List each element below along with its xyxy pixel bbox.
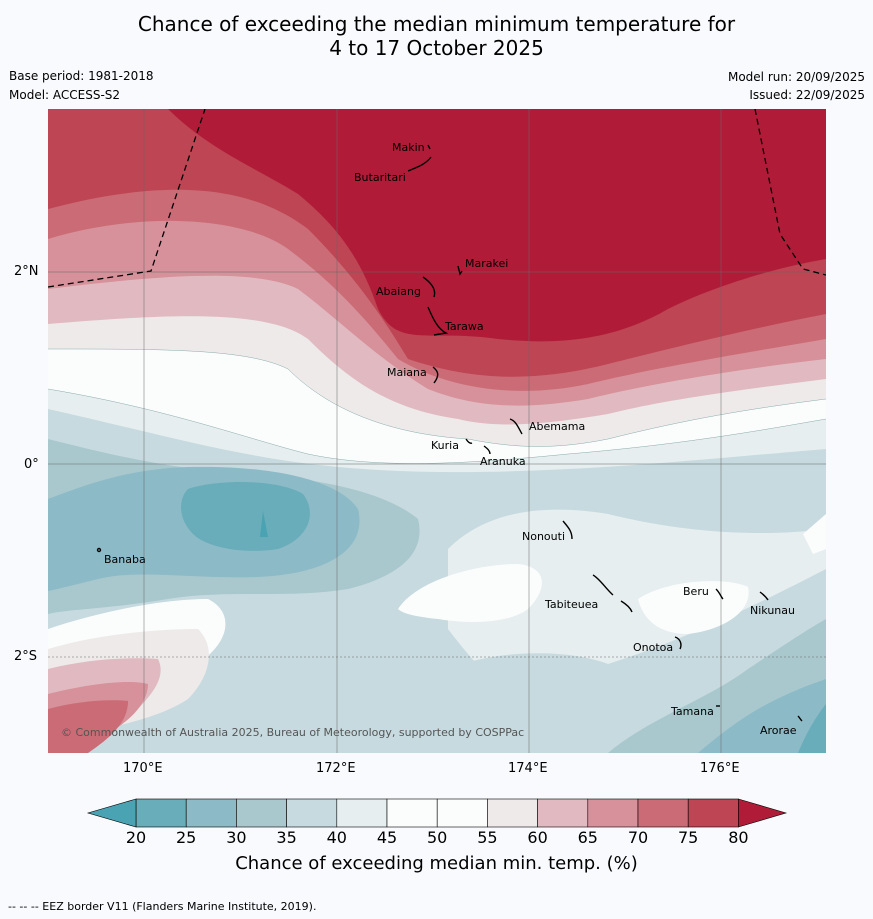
island-label-makin: Makin <box>392 141 425 154</box>
island-label-marakei: Marakei <box>465 257 508 270</box>
graticule <box>48 109 826 753</box>
colorbar-tick-label: 65 <box>577 828 598 847</box>
band-25-30-se <box>698 679 826 753</box>
island-label-beru: Beru <box>683 585 709 598</box>
colorbar-swatch <box>436 798 488 828</box>
band-70-75-sw <box>48 700 128 753</box>
colorbar-swatch <box>135 798 187 828</box>
island-label-banaba: Banaba <box>104 553 146 566</box>
island-label-abemama: Abemama <box>529 420 585 433</box>
lon-label-172: 172°E <box>316 761 356 776</box>
island-label-aranuka: Aranuka <box>480 455 526 468</box>
band-45-55-patch <box>398 564 542 622</box>
colorbar-tick-label: 55 <box>477 828 498 847</box>
colorbar-tick-label: 75 <box>678 828 699 847</box>
band-20-25-se <box>798 704 826 753</box>
colorbar-tick-label: 40 <box>326 828 347 847</box>
colorbar-tick-label: 80 <box>728 828 749 847</box>
copyright-notice: © Commonwealth of Australia 2025, Bureau… <box>61 726 524 739</box>
colorbar-swatch <box>587 798 639 828</box>
probability-map: Makin Butaritari Marakei Abaiang Tarawa … <box>48 109 826 753</box>
colorbar-title: Chance of exceeding median min. temp. (%… <box>235 853 638 874</box>
lat-label-0: 0° <box>24 457 39 472</box>
colorbar-tick-label: 60 <box>527 828 548 847</box>
colorbar-over-arrow <box>738 798 788 828</box>
island-label-onotoa: Onotoa <box>633 641 673 654</box>
island-label-kuria: Kuria <box>431 439 459 452</box>
colorbar-swatch <box>336 798 388 828</box>
base-period-label: Base period: 1981-2018 <box>9 69 154 83</box>
island-label-tarawa: Tarawa <box>444 320 484 333</box>
colorbar-tick-label: 30 <box>226 828 247 847</box>
colorbar-swatch <box>185 798 237 828</box>
band-above-80 <box>168 109 826 342</box>
island-label-tabiteuea: Tabiteuea <box>544 598 598 611</box>
band-20-25 <box>181 482 310 551</box>
island-label-nikunau: Nikunau <box>750 604 795 617</box>
colorbar-tick-label: 20 <box>125 828 147 847</box>
colorbar-under-arrow <box>86 798 137 828</box>
island-label-tamana: Tamana <box>670 705 714 718</box>
island-label-maiana: Maiana <box>387 366 427 379</box>
island-shapes <box>96 144 803 722</box>
eez-footnote: -- -- -- EEZ border V11 (Flanders Marine… <box>8 900 317 913</box>
island-label-butaritari: Butaritari <box>354 171 406 184</box>
model-label: Model: ACCESS-S2 <box>9 88 121 102</box>
lon-label-174: 174°E <box>508 761 548 776</box>
lon-label-170: 170°E <box>123 761 163 776</box>
band-45-55-patch-e <box>803 514 826 554</box>
colorbar-tick-label: 35 <box>276 828 297 847</box>
colorbar-swatch <box>687 798 739 828</box>
issued-label: Issued: 22/09/2025 <box>749 88 865 102</box>
colorbar-tick-label: 70 <box>627 828 649 847</box>
model-run-label: Model run: 20/09/2025 <box>727 70 865 84</box>
lon-label-176: 176°E <box>700 761 740 776</box>
colorbar-swatch <box>487 798 538 828</box>
colorbar-swatch <box>537 798 589 828</box>
colorbar-swatch <box>236 798 287 828</box>
colorbar-swatch <box>637 798 689 828</box>
island-label-nonouti: Nonouti <box>522 530 565 543</box>
chart-title-line1: Chance of exceeding the median minimum t… <box>137 12 736 36</box>
island-label-arorae: Arorae <box>760 724 797 737</box>
band-below-20 <box>260 511 268 537</box>
colorbar-tick-label: 50 <box>427 828 448 847</box>
chart-title-line2: 4 to 17 October 2025 <box>329 36 544 60</box>
colorbar-swatch <box>286 798 338 828</box>
eez-border <box>48 109 826 288</box>
island-label-abaiang: Abaiang <box>376 285 421 298</box>
colorbar-swatch <box>386 798 438 828</box>
colorbar-tick-label: 25 <box>176 828 197 847</box>
lat-label-2n: 2°N <box>14 264 39 279</box>
colorbar-tick-label: 45 <box>376 828 398 847</box>
lat-label-2s: 2°S <box>14 649 38 664</box>
